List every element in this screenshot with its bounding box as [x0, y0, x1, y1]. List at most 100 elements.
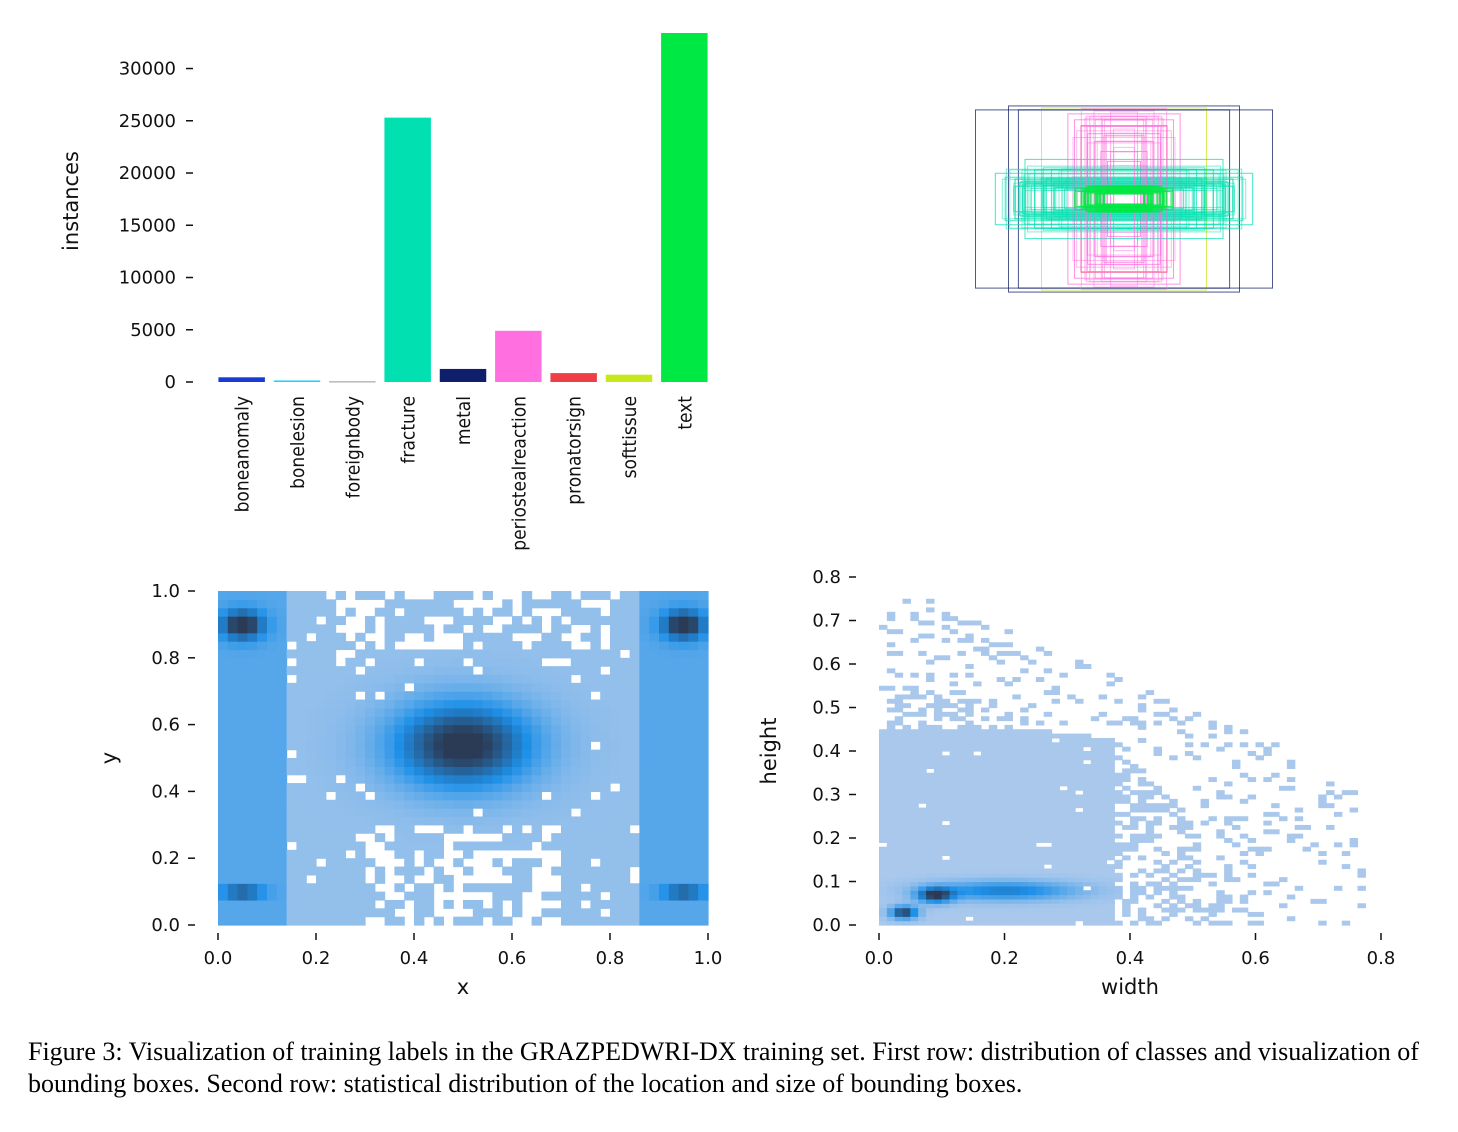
- heatmap-cell: [512, 891, 523, 901]
- heatmap-cell: [306, 841, 317, 851]
- heatmap-cell: [335, 591, 346, 600]
- heatmap-cell: [502, 607, 513, 617]
- heatmap-cell: [453, 732, 464, 742]
- heatmap-cell: [482, 657, 493, 667]
- heatmap-cell: [345, 874, 356, 884]
- size-heatmap: 0.0 0.2 0.4 0.6 0.80.00.10.20.30.40.50.60.70…: [757, 567, 1395, 999]
- heatmap-cell: [957, 751, 966, 756]
- heatmap-cell: [1035, 759, 1045, 765]
- heatmap-cell: [629, 707, 640, 717]
- heatmap-cell: [355, 816, 366, 826]
- heatmap-cell: [1177, 824, 1186, 830]
- heatmap-cell: [433, 833, 444, 843]
- heatmap-cell: [551, 783, 562, 792]
- heatmap-cell: [910, 816, 919, 822]
- heatmap-cell: [918, 742, 927, 748]
- heatmap-cell: [649, 841, 660, 851]
- heatmap-cell: [1082, 851, 1092, 856]
- heatmap-cell: [629, 632, 640, 642]
- heatmap-cell: [1035, 720, 1045, 726]
- heatmap-cell: [384, 916, 395, 926]
- heatmap-cell: [472, 691, 484, 701]
- heatmap-cell: [980, 751, 990, 756]
- heatmap-cell: [286, 858, 297, 868]
- heatmap-cell: [1286, 916, 1296, 922]
- heatmap-cell: [926, 838, 935, 843]
- heatmap-cell: [902, 729, 911, 735]
- heatmap-cell: [1004, 650, 1013, 656]
- heatmap-cell: [590, 841, 601, 851]
- heatmap-cell: [879, 759, 888, 765]
- heatmap-cell: [355, 699, 366, 709]
- heatmap-cell: [512, 899, 523, 909]
- heatmap-cell: [933, 838, 943, 843]
- heatmap-cell: [894, 903, 904, 909]
- x-tick-label: boneanomaly: [232, 396, 254, 512]
- heatmap-cell: [629, 908, 640, 918]
- heatmap-cell: [296, 607, 307, 617]
- heatmap-cell: [1020, 855, 1029, 861]
- heatmap-cell: [996, 829, 1006, 835]
- heatmap-cell: [918, 911, 927, 917]
- heatmap-cell: [1012, 907, 1021, 913]
- heatmap-cell: [980, 768, 990, 774]
- heatmap-cell: [541, 732, 552, 742]
- heatmap-cell: [1051, 798, 1061, 804]
- heatmap-cell: [1106, 777, 1115, 783]
- heatmap-cell: [316, 758, 327, 767]
- heatmap-cell: [1137, 868, 1147, 874]
- heatmap-cell: [394, 666, 405, 676]
- heatmap-cell: [1059, 772, 1068, 778]
- heatmap-cell: [1051, 907, 1061, 913]
- heatmap-cell: [257, 724, 268, 734]
- heatmap-cell: [973, 859, 982, 865]
- heatmap-cell: [423, 891, 435, 901]
- heatmap-cell: [926, 742, 935, 748]
- heatmap-cell: [1216, 855, 1225, 861]
- heatmap-cell: [433, 666, 444, 676]
- heatmap-cell: [521, 732, 533, 742]
- heatmap-cell: [443, 591, 454, 600]
- heatmap-cell: [886, 881, 896, 887]
- heatmap-cell: [629, 724, 640, 734]
- heatmap-cell: [949, 729, 959, 735]
- heatmap-cell: [531, 666, 542, 676]
- heatmap-cell: [980, 798, 990, 804]
- heatmap-cell: [1043, 729, 1053, 735]
- heatmap-cell: [988, 729, 998, 735]
- heatmap-cell: [668, 883, 680, 893]
- heatmap-cell: [1231, 842, 1241, 848]
- heatmap-cell: [910, 851, 919, 856]
- heatmap-cell: [374, 707, 386, 717]
- heatmap-cell: [1004, 903, 1013, 909]
- heatmap-cell: [551, 841, 562, 851]
- heatmap-cell: [257, 691, 268, 701]
- heatmap-cell: [257, 849, 268, 859]
- heatmap-cell: [610, 632, 621, 642]
- heatmap-cell: [306, 657, 317, 667]
- heatmap-cell: [1090, 816, 1100, 822]
- heatmap-cell: [590, 833, 601, 843]
- heatmap-cell: [996, 777, 1006, 783]
- heatmap-cell: [345, 891, 356, 901]
- heatmap-cell: [1004, 894, 1013, 900]
- heatmap-cell: [902, 781, 911, 787]
- heatmap-cell: [404, 741, 415, 751]
- heatmap-cell: [218, 607, 229, 617]
- heatmap-cell: [1208, 903, 1217, 909]
- heatmap-cell: [926, 820, 935, 826]
- heatmap-cell: [1075, 733, 1084, 739]
- heatmap-cell: [423, 607, 435, 617]
- heatmap-cell: [247, 824, 258, 834]
- heatmap-cell: [423, 599, 435, 609]
- heatmap-cell: [988, 816, 998, 822]
- heatmap-cell: [423, 666, 435, 676]
- heatmap-cell: [414, 741, 425, 751]
- heatmap-cell: [1051, 833, 1061, 839]
- heatmap-cell: [394, 766, 405, 776]
- heatmap-cell: [1082, 820, 1092, 826]
- heatmap-cell: [649, 682, 660, 692]
- heatmap-cell: [965, 872, 974, 878]
- heatmap-cell: [1012, 729, 1021, 735]
- heatmap-cell: [1106, 894, 1115, 900]
